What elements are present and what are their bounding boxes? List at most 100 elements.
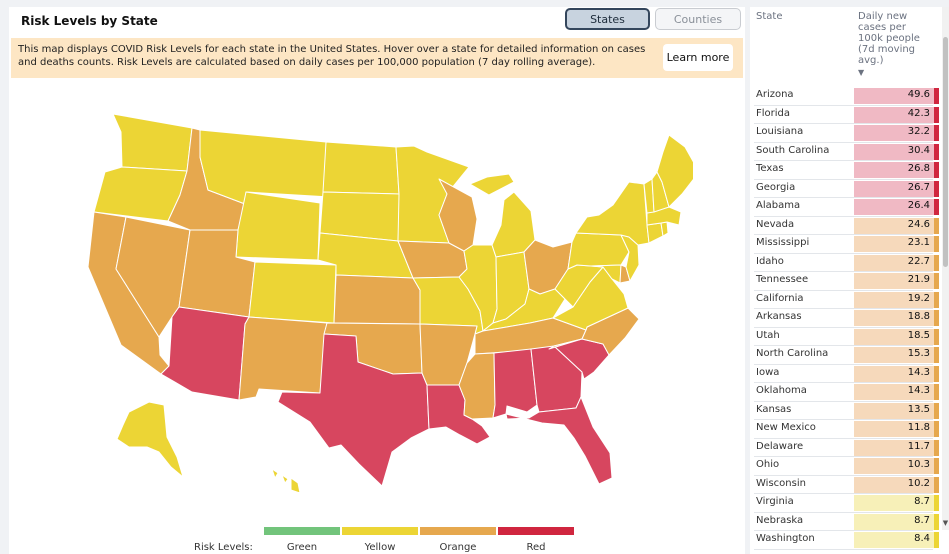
- table-row[interactable]: Virginia 8.7: [750, 494, 941, 513]
- legend-yellow-label: Yellow: [364, 542, 396, 553]
- state-HI[interactable]: [271, 468, 301, 492]
- table-row[interactable]: Iowa 14.3: [750, 365, 941, 383]
- state-MT[interactable]: [199, 129, 331, 205]
- row-level-marker: [934, 421, 939, 437]
- states-toggle-button[interactable]: States: [565, 8, 650, 30]
- state-WA[interactable]: [112, 113, 193, 172]
- row-level-marker: [934, 439, 939, 456]
- us-risk-map: [87, 113, 693, 492]
- row-value-cell: [854, 162, 934, 178]
- row-value: 21.9: [907, 274, 930, 285]
- row-divider: [754, 382, 933, 383]
- table-row[interactable]: South Carolina 30.4: [750, 143, 941, 161]
- page-title: Risk Levels by State: [21, 14, 158, 28]
- table-row[interactable]: Louisiana 32.2: [750, 124, 941, 143]
- row-state-name: Arizona: [756, 89, 794, 100]
- row-value: 10.3: [907, 459, 930, 470]
- row-state-name: Alabama: [756, 200, 801, 211]
- row-state-name: Washington: [756, 533, 815, 544]
- info-banner-text: This map displays COVID Risk Levels for …: [18, 44, 646, 68]
- state-SD[interactable]: [319, 191, 402, 242]
- state-PA[interactable]: [567, 232, 630, 270]
- table-row[interactable]: Alabama 26.4: [750, 198, 941, 217]
- state-TX[interactable]: [277, 333, 430, 487]
- row-value: 49.6: [907, 89, 930, 100]
- row-divider: [754, 474, 933, 476]
- table-row[interactable]: New Mexico 11.8: [750, 420, 941, 439]
- state-FL[interactable]: [505, 396, 613, 485]
- state-AZ[interactable]: [160, 306, 250, 401]
- state-AK[interactable]: [116, 401, 184, 478]
- row-value-cell: [854, 384, 934, 400]
- row-level-marker: [934, 199, 939, 215]
- row-divider: [754, 530, 933, 531]
- table-row[interactable]: Idaho 22.7: [750, 254, 941, 272]
- row-value-cell: [854, 476, 934, 493]
- row-state-name: Tennessee: [756, 274, 809, 285]
- table-row[interactable]: Washington 8.4: [750, 531, 941, 550]
- table-row[interactable]: Georgia 26.7: [750, 180, 941, 198]
- table-row[interactable]: Kansas 13.5: [750, 402, 941, 420]
- row-value: 14.3: [907, 385, 930, 396]
- row-value-cell: [854, 365, 934, 382]
- state-CT[interactable]: [646, 222, 664, 244]
- row-divider: [754, 141, 933, 143]
- row-value-cell: [854, 180, 934, 197]
- row-state-name: Iowa: [756, 366, 780, 378]
- state-NY[interactable]: [575, 181, 650, 246]
- table-row[interactable]: Arizona 49.6: [750, 87, 941, 106]
- state-NM[interactable]: [238, 316, 328, 401]
- table-row[interactable]: Texas 26.8: [750, 161, 941, 180]
- table-row[interactable]: Florida 42.3: [750, 106, 941, 124]
- table-row[interactable]: California 19.2: [750, 291, 941, 309]
- state-AL[interactable]: [492, 348, 538, 419]
- counties-toggle-button[interactable]: Counties: [655, 8, 741, 30]
- row-state-name: South Carolina: [756, 144, 830, 156]
- table-scrollbar[interactable]: ▼: [942, 7, 949, 530]
- state-NC[interactable]: [548, 307, 640, 356]
- state-WY[interactable]: [235, 191, 321, 261]
- row-value: 26.7: [907, 181, 930, 193]
- row-value: 30.4: [907, 144, 930, 156]
- state-ND[interactable]: [322, 141, 400, 195]
- legend-red-swatch: [498, 527, 574, 535]
- row-level-marker: [934, 217, 939, 234]
- table-row[interactable]: North Carolina 15.3: [750, 346, 941, 365]
- row-state-name: Arkansas: [756, 311, 802, 322]
- table-row[interactable]: Mississippi 23.1: [750, 235, 941, 254]
- table-row[interactable]: Oklahoma 14.3: [750, 383, 941, 402]
- scroll-down-arrow-icon[interactable]: ▼: [942, 519, 949, 527]
- row-value: 13.5: [907, 403, 930, 415]
- row-value-cell: [854, 199, 934, 215]
- state-KS[interactable]: [333, 274, 421, 325]
- state-ME[interactable]: [656, 134, 693, 208]
- row-level-marker: [934, 291, 939, 308]
- row-value: 11.8: [907, 422, 930, 433]
- column-header-cases[interactable]: Daily new cases per 100k people (7d movi…: [858, 11, 924, 78]
- row-state-name: California: [756, 292, 804, 304]
- row-value-cell: [854, 532, 934, 548]
- learn-more-button[interactable]: Learn more: [663, 44, 733, 71]
- state-CO[interactable]: [248, 261, 337, 324]
- table-row[interactable]: Nebraska 8.7: [750, 513, 941, 531]
- row-level-marker: [934, 236, 939, 252]
- table-row[interactable]: Tennessee 21.9: [750, 272, 941, 291]
- table-row[interactable]: Arkansas 18.8: [750, 309, 941, 328]
- row-level-marker: [934, 458, 939, 474]
- table-row[interactable]: Nevada 24.6: [750, 217, 941, 235]
- row-state-name: Mississippi: [756, 237, 810, 248]
- table-row[interactable]: Utah 18.5: [750, 328, 941, 346]
- sort-descending-icon[interactable]: ▼: [858, 68, 865, 77]
- column-header-state[interactable]: State: [756, 11, 783, 22]
- scrollbar-thumb[interactable]: [943, 37, 948, 267]
- table-row[interactable]: Delaware 11.7: [750, 439, 941, 457]
- row-value: 22.7: [907, 255, 930, 267]
- row-state-name: New Mexico: [756, 422, 816, 433]
- row-value: 32.2: [907, 126, 930, 137]
- row-state-name: Utah: [756, 329, 780, 341]
- legend-green-label: Green: [286, 542, 318, 553]
- row-value-cell: [854, 88, 934, 104]
- table-row[interactable]: Wisconsin 10.2: [750, 476, 941, 494]
- table-row[interactable]: Ohio 10.3: [750, 457, 941, 476]
- state-MD[interactable]: [590, 264, 622, 284]
